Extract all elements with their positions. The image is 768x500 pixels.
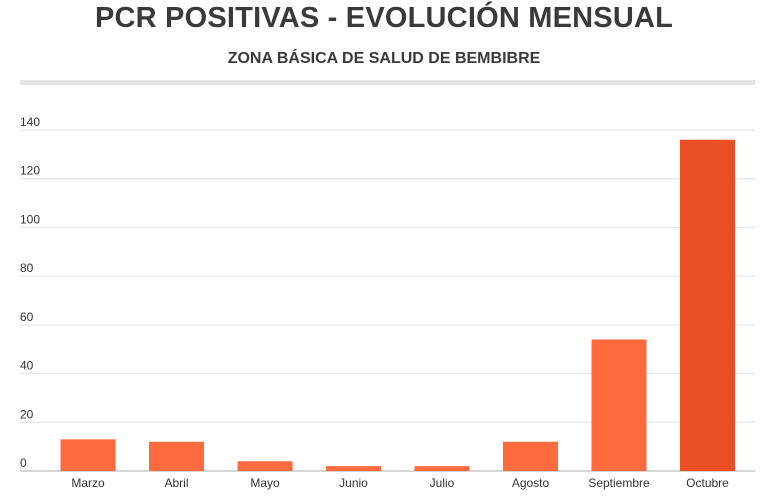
y-tick-label: 40 (20, 359, 34, 373)
bar-marzo (60, 439, 116, 471)
x-axis: Marzo Abril Mayo Junio Julio Agosto Septiembre… (71, 476, 729, 490)
x-tick-label: Julio (430, 476, 455, 490)
chart-subtitle: ZONA BÁSICA DE SALUD DE BEMBIBRE (227, 50, 541, 67)
bar-julio (414, 466, 470, 471)
x-tick-label: Abril (164, 476, 188, 490)
y-tick-label: 120 (20, 164, 40, 178)
x-tick-label: Junio (339, 476, 368, 490)
y-axis: 0 20 40 60 80 100 120 140 (20, 115, 40, 470)
x-tick-label: Mayo (250, 476, 280, 490)
bar-abril (149, 441, 204, 471)
y-tick-label: 0 (20, 456, 27, 470)
x-tick-label: Octubre (686, 476, 729, 490)
chart-title: PCR POSITIVAS - EVOLUCIÓN MENSUAL (94, 2, 674, 34)
y-tick-label: 20 (20, 407, 34, 421)
bar-septiembre (591, 339, 647, 471)
y-tick-label: 60 (20, 310, 34, 324)
x-tick-label: Septiembre (588, 476, 650, 490)
y-tick-label: 140 (20, 115, 40, 129)
gridlines (20, 129, 755, 472)
y-tick-label: 80 (20, 261, 34, 275)
x-tick-label: Marzo (71, 476, 105, 490)
bar-junio (326, 466, 381, 471)
header-divider (20, 80, 755, 85)
bars (60, 139, 735, 471)
bar-agosto (503, 441, 558, 471)
bar-mayo (237, 461, 293, 471)
bar-octubre (680, 139, 735, 471)
x-tick-label: Agosto (512, 476, 550, 490)
y-tick-label: 100 (20, 212, 40, 226)
